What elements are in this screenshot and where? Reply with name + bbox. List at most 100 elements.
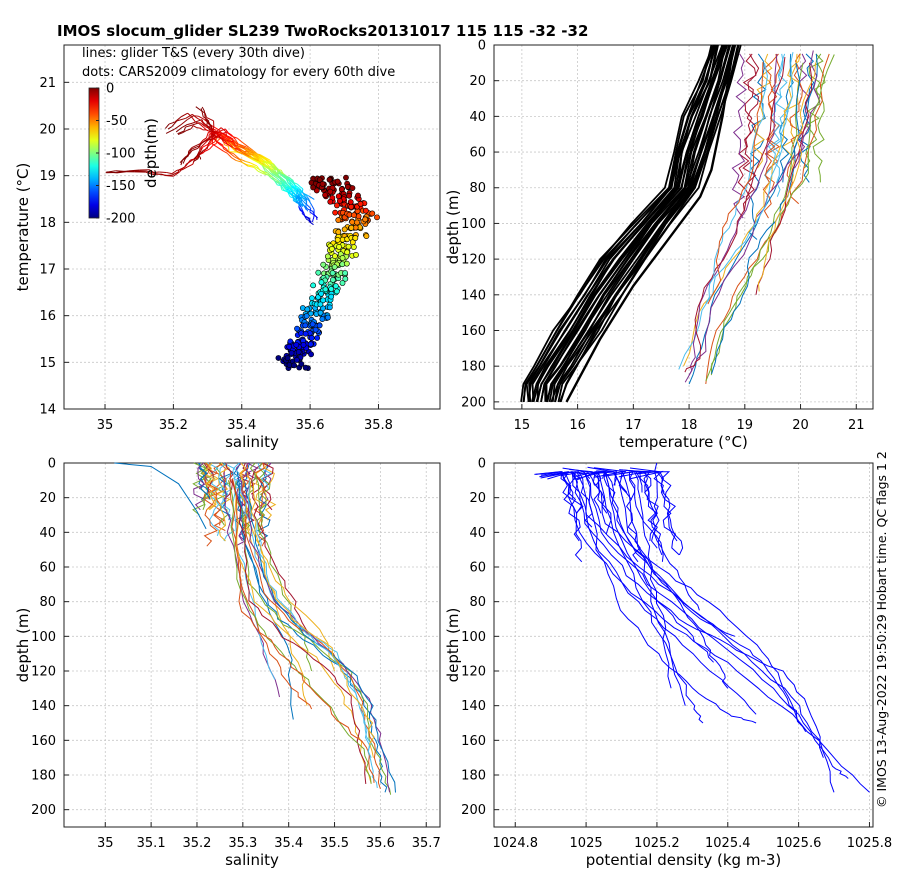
axes-frame: [64, 45, 440, 409]
x-tick-label: 35.6: [366, 836, 395, 851]
y-tick-label: 180: [31, 769, 56, 784]
cars2009-dot: [347, 193, 352, 198]
glider-temperature-profile: [756, 63, 812, 295]
cars2009-dot: [353, 235, 358, 240]
glider-density-profile: [593, 472, 798, 723]
y-tick-label: 15: [39, 356, 56, 371]
cars2009-dot: [345, 250, 350, 255]
cars2009-dot: [309, 296, 314, 301]
x-tick-label: 1025.6: [776, 836, 822, 851]
glider-ts-segment: [309, 201, 312, 205]
cars2009-dot: [327, 177, 332, 182]
cars2009-dot: [343, 270, 348, 275]
cars2009-dot: [336, 194, 341, 199]
y-tick-label: 180: [461, 769, 486, 784]
cars2009-dot: [329, 286, 334, 291]
x-tick-label: 35: [97, 836, 114, 851]
glider-ts-segment: [162, 174, 166, 175]
x-tick-label: 35.5: [320, 836, 349, 851]
y-tick-label: 200: [461, 803, 486, 818]
cars2009-dot: [332, 254, 337, 259]
cars2009-dot: [355, 193, 360, 198]
glider-ts-segment: [181, 120, 187, 125]
cars2009-dot: [333, 210, 338, 215]
y-tick-label: 160: [461, 734, 486, 749]
cars2009-dot: [349, 225, 354, 230]
y-tick-label: 0: [478, 457, 486, 472]
cars2009-dot: [285, 355, 290, 360]
cars2009-dot: [330, 270, 335, 275]
y-axis-label: depth (m): [444, 608, 462, 683]
glider-temperature-profile: [689, 54, 777, 375]
cars2009-dot: [343, 175, 348, 180]
y-tick-label: 20: [469, 491, 486, 506]
cars2009-dot: [320, 181, 325, 186]
x-tick-label: 35.4: [227, 418, 256, 433]
cars2009-dot: [311, 185, 316, 190]
cars2009-dot: [287, 344, 292, 349]
cars2009-dot: [303, 365, 308, 370]
y-tick-label: 21: [39, 76, 56, 91]
axes-frame: [494, 463, 873, 827]
cars2009-dot: [299, 361, 304, 366]
cars2009-dot: [358, 201, 363, 206]
glider-ts-segment: [245, 161, 250, 162]
cars2009-dot: [351, 244, 356, 249]
cars2009-dot: [319, 291, 324, 296]
y-axis-label: temperature (°C): [14, 163, 32, 292]
x-tick-label: 35.7: [412, 836, 441, 851]
y-tick-label: 20: [39, 123, 56, 138]
glider-ts-segment: [166, 129, 175, 133]
cars2009-dot: [325, 315, 330, 320]
cars2009-dot: [348, 199, 353, 204]
cars2009-dot: [330, 277, 335, 282]
x-tick-label: 18: [681, 418, 698, 433]
cars2009-dot: [364, 234, 369, 239]
cars2009-dot: [305, 307, 310, 312]
colorbar-tick-label: -100: [106, 147, 136, 162]
glider-ts-segment: [297, 184, 300, 187]
glider-ts-segment: [217, 147, 224, 152]
x-tick-label: 17: [625, 418, 642, 433]
cars2009-dot: [304, 313, 309, 318]
y-tick-label: 140: [461, 288, 486, 303]
y-tick-label: 200: [31, 803, 56, 818]
cars2009-dot: [316, 270, 321, 275]
cars2009-dot: [320, 316, 325, 321]
colorbar-tick-label: 0: [106, 82, 114, 97]
y-tick-label: 200: [461, 395, 486, 410]
x-tick-label: 1025.8: [847, 836, 893, 851]
cars2009-dot: [315, 335, 320, 340]
x-tick-label: 15: [514, 418, 531, 433]
y-tick-label: 40: [39, 526, 56, 541]
cars2009-dot: [374, 215, 379, 220]
cars2009-dot: [354, 220, 359, 225]
cars2009-dot: [309, 352, 314, 357]
y-tick-label: 40: [469, 526, 486, 541]
cars2009-dot: [334, 203, 339, 208]
legend-lines-note: lines: glider T&S (every 30th dive): [82, 46, 305, 61]
y-tick-label: 100: [31, 630, 56, 645]
y-tick-label: 80: [39, 595, 56, 610]
glider-ts-segment: [225, 134, 226, 136]
x-tick-label: 21: [848, 418, 865, 433]
cars2009-dot: [301, 342, 306, 347]
cars2009-dot: [340, 280, 345, 285]
y-tick-label: 20: [469, 74, 486, 89]
glider-density-profile: [637, 472, 682, 555]
y-tick-label: 100: [461, 630, 486, 645]
cars2009-dot: [363, 217, 368, 222]
glider-ts-segment: [210, 145, 214, 149]
cars2009-dot: [350, 185, 355, 190]
x-tick-label: 20: [792, 418, 809, 433]
cars2009-dot: [328, 189, 333, 194]
cars2009-dot: [310, 322, 315, 327]
credit-text: © IMOS 13-Aug-2022 19:50:29 Hobart time.…: [874, 451, 889, 808]
glider-ts-segment: [187, 129, 191, 130]
cars2009-dot: [303, 331, 308, 336]
colorbar-tick-label: -150: [106, 179, 136, 194]
cars2009-dot: [363, 208, 368, 213]
y-tick-label: 160: [461, 324, 486, 339]
